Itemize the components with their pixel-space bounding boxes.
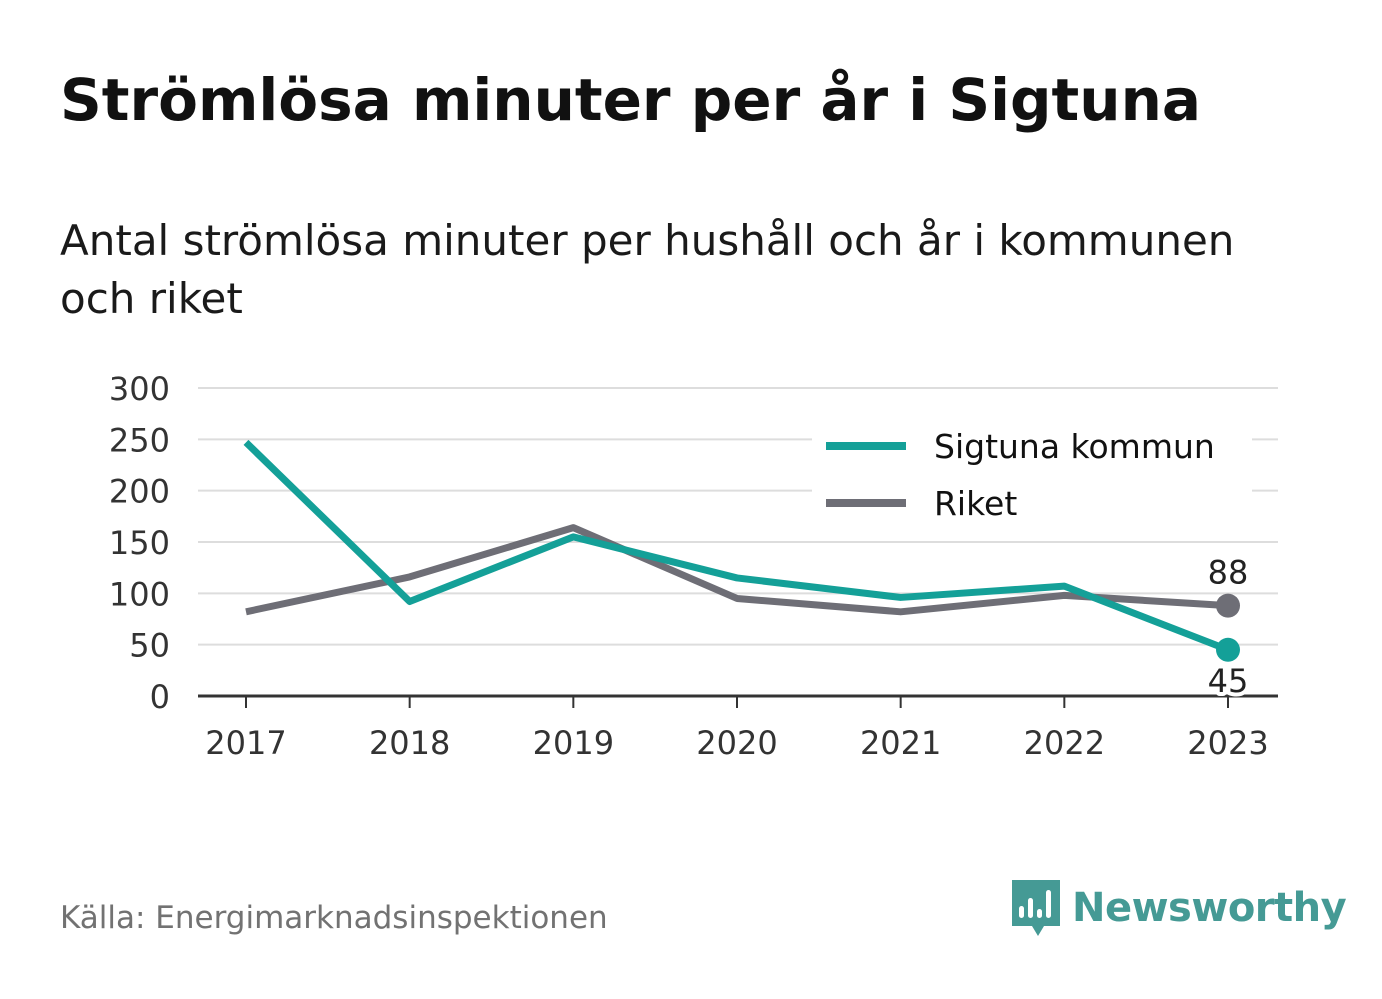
series-line-riket: [245, 524, 1229, 616]
bar-chart-speech-bubble-icon: [1012, 880, 1060, 936]
y-tick-label: 0: [150, 678, 170, 716]
chart-title: Strömlösa minuter per år i Sigtuna: [60, 66, 1201, 134]
legend-label: Riket: [934, 484, 1017, 523]
x-tick-label: 2023: [1187, 724, 1268, 762]
legend-background: [812, 418, 1252, 538]
y-tick-label: 150: [109, 524, 170, 562]
x-tick-label: 2021: [860, 724, 941, 762]
series-line-sigtuna-kommun: [243, 439, 1230, 654]
x-tick-label: 2018: [369, 724, 450, 762]
x-tick-label: 2022: [1024, 724, 1105, 762]
newsworthy-logo: Newsworthy: [1008, 876, 1347, 940]
source-note: Källa: Energimarknadsinspektionen: [60, 900, 608, 936]
y-tick-label: 300: [109, 370, 170, 408]
line-chart: 0 50 100 150 200 250 300 2017 2018 2019 2020 2021 20…: [109, 370, 1278, 762]
x-tick-label: 2017: [205, 724, 286, 762]
end-label: 45: [1208, 662, 1249, 700]
end-marker-sigtuna-kommun: [1216, 637, 1240, 662]
y-tick-label: 250: [109, 421, 170, 459]
legend-label: Sigtuna kommun: [934, 427, 1215, 466]
brand-name: Newsworthy: [1072, 885, 1347, 931]
x-tick-label: 2019: [533, 724, 614, 762]
end-label: 88: [1208, 554, 1249, 592]
end-marker-riket: [1216, 593, 1240, 618]
y-tick-label: 200: [109, 473, 170, 511]
y-tick-label: 100: [109, 575, 170, 613]
y-tick-label: 50: [129, 627, 170, 665]
x-tick-label: 2020: [696, 724, 777, 762]
chart-subtitle: Antal strömlösa minuter per hushåll och …: [60, 216, 1235, 323]
